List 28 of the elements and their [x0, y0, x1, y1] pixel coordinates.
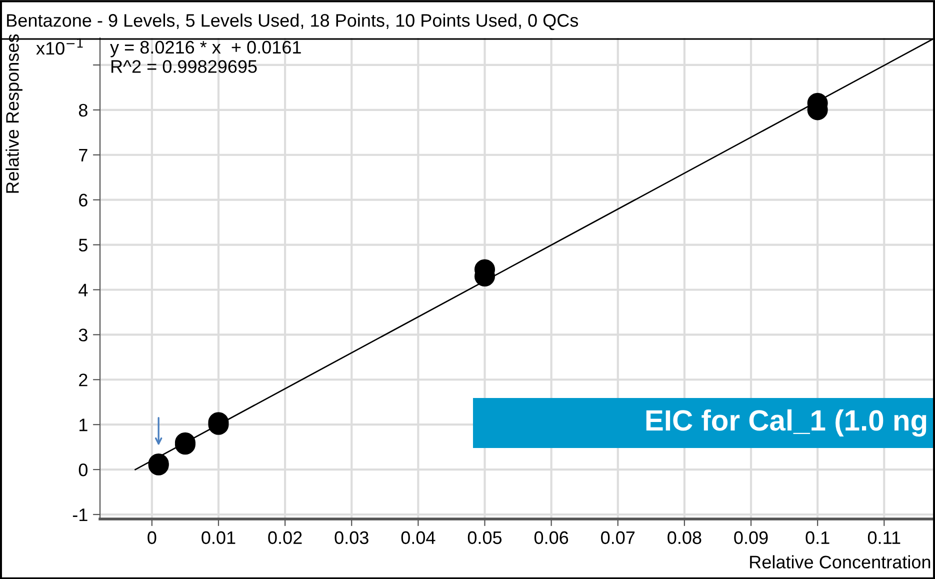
x-tick-label: 0 [148, 531, 156, 544]
y-axis-title: Relative Responses [6, 34, 22, 193]
y-tick-label: 2 [79, 374, 88, 386]
x-tick-label: 0.07 [601, 531, 635, 544]
x-tick-label: 0.05 [468, 531, 502, 544]
x-tick-label: 0.02 [268, 531, 302, 544]
x-axis-title: Relative Concentration [750, 555, 930, 568]
x-tick-label: 0.08 [668, 531, 702, 544]
x-tick-label: 0.11 [868, 531, 900, 544]
annotation: y = 8.0216 * x + 0.0161 [110, 40, 301, 58]
x-tick-label: 0.06 [534, 531, 568, 544]
y-tick-label: 7 [79, 149, 88, 162]
y-tick-label: 3 [78, 328, 88, 342]
x-tick-label: 0.04 [401, 531, 436, 544]
y-tick-label: 0 [78, 463, 88, 476]
x-tick-label: 0.09 [734, 531, 768, 544]
y-tick-label: 1 [80, 418, 88, 432]
y-tick-label: 5 [78, 238, 88, 252]
chart-title: Bentazone - 9 Levels, 5 Levels Used, 18 Points, 10 Points Used, 0 QCs [7, 14, 578, 30]
y-tick-label: 6 [79, 194, 88, 207]
y-tick-label: 4 [78, 284, 88, 296]
x-tick-label: 0.03 [334, 531, 368, 544]
annotation: EIC for Cal_1 (1.0 ng [646, 409, 926, 437]
annotation: R^2 = 0.99829695 [111, 60, 257, 73]
x-tick-label: 0.1 [806, 531, 830, 544]
x-tick-label: 0.01 [202, 531, 236, 544]
y-tick-label: -1 [72, 508, 88, 522]
y-tick-label: 8 [78, 104, 88, 117]
